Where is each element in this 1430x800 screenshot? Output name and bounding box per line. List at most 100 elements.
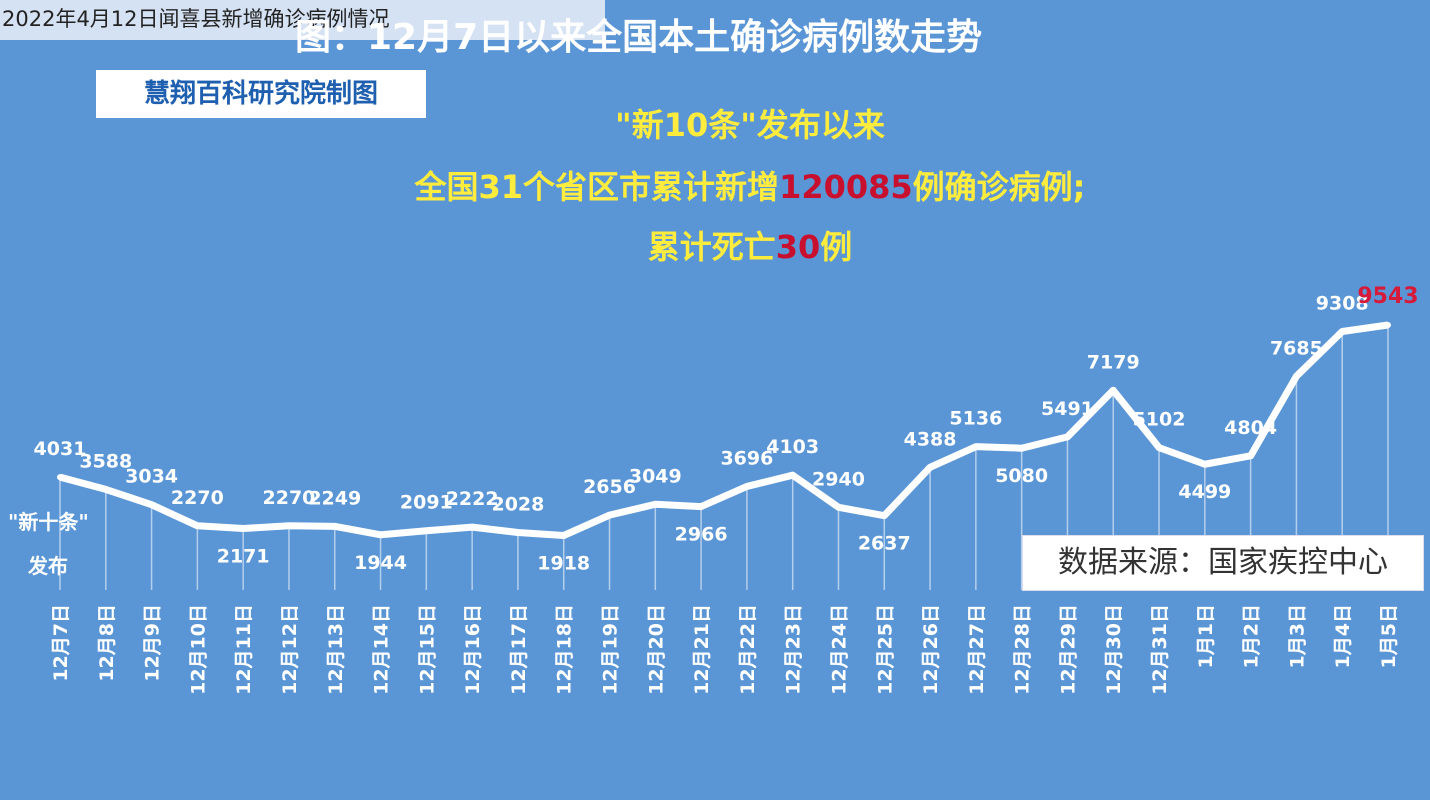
x-tick-label: 12月27日 [966, 604, 988, 695]
release-label-line1: "新十条" [8, 510, 89, 534]
x-tick-label: 12月28日 [1012, 604, 1034, 695]
x-tick-label: 12月19日 [600, 604, 622, 695]
data-point [1201, 461, 1208, 468]
data-point [972, 443, 979, 450]
headline-line2-prefix: 全国31个省区市累计新增 [414, 168, 780, 206]
value-label: 5491 [1041, 398, 1094, 420]
x-tick-label: 12月31日 [1149, 604, 1171, 695]
value-label: 2091 [400, 492, 453, 514]
x-tick-label: 12月16日 [462, 604, 484, 695]
value-label: 7179 [1087, 351, 1140, 373]
data-point [881, 512, 888, 519]
data-point [560, 532, 567, 539]
x-tick-label: 12月7日 [50, 604, 72, 682]
value-label: 2966 [675, 524, 728, 546]
value-label: 3696 [720, 447, 773, 469]
value-label: 2222 [446, 488, 499, 510]
data-point [102, 486, 109, 493]
value-label: 3588 [79, 450, 132, 472]
data-point [1339, 328, 1346, 335]
x-tick-label: 12月15日 [416, 604, 438, 695]
x-tick-label: 12月21日 [691, 604, 713, 695]
value-label: 2940 [812, 468, 865, 490]
data-point [789, 472, 796, 479]
data-point [835, 504, 842, 511]
x-tick-label: 1月1日 [1195, 604, 1217, 668]
value-label: 4388 [904, 428, 957, 450]
value-label: 4031 [34, 438, 87, 460]
data-point [1156, 444, 1163, 451]
data-point [514, 529, 521, 536]
data-point [1064, 433, 1071, 440]
data-point [652, 501, 659, 508]
value-label: 5080 [995, 465, 1048, 487]
value-label: 2270 [171, 487, 224, 509]
headline-line2-suffix: 例确诊病例; [912, 168, 1086, 206]
value-label: 2656 [583, 476, 636, 498]
x-tick-label: 12月13日 [325, 604, 347, 695]
x-tick-label: 1月2日 [1241, 604, 1263, 668]
overlay-title: 2022年4月12日闻喜县新增确诊病例情况 [0, 0, 605, 40]
brand-label: 慧翔百科研究院制图 [96, 70, 426, 118]
headline-line3-prefix: 累计死亡 [647, 228, 776, 266]
series-line [59, 321, 1389, 540]
data-point [743, 483, 750, 490]
data-point [698, 503, 705, 510]
x-tick-label: 12月24日 [828, 604, 850, 695]
data-source: 数据来源：国家疾控中心 [1022, 535, 1424, 591]
value-label: 4804 [1224, 417, 1277, 439]
headline-line3: 累计死亡30例 [300, 222, 1200, 268]
value-label: 3034 [125, 466, 178, 488]
value-label: 4103 [766, 436, 819, 458]
x-tick-label: 12月23日 [783, 604, 805, 695]
x-tick-label: 12月11日 [233, 604, 255, 695]
x-tick-label: 1月4日 [1332, 604, 1354, 668]
x-tick-label: 12月12日 [279, 604, 301, 695]
value-label: 4499 [1178, 481, 1231, 503]
data-point [194, 522, 201, 529]
x-tick-label: 12月30日 [1103, 604, 1125, 695]
value-label: 3049 [629, 465, 682, 487]
chart-title: 图：12月7日以来全国本土确诊病例数走势 [295, 17, 983, 58]
data-point [1110, 387, 1117, 394]
data-point [240, 525, 247, 532]
data-point [423, 527, 430, 534]
data-point [469, 524, 476, 531]
data-point [285, 522, 292, 529]
data-point [1385, 322, 1391, 328]
x-tick-label: 12月17日 [508, 604, 530, 695]
value-label: 2171 [217, 546, 270, 568]
value-label: 2028 [491, 493, 544, 515]
data-point [1247, 452, 1254, 459]
data-point [1018, 445, 1025, 452]
data-point [148, 501, 155, 508]
x-tick-label: 12月18日 [554, 604, 576, 695]
data-point [377, 531, 384, 538]
value-label: 9543 [1357, 284, 1418, 309]
value-label: 7685 [1270, 337, 1323, 359]
value-label: 2249 [308, 487, 361, 509]
x-tick-label: 1月3日 [1286, 604, 1308, 668]
value-label: 1918 [537, 553, 590, 575]
value-label: 1944 [354, 552, 407, 574]
x-tick-label: 12月29日 [1057, 604, 1079, 695]
value-label: 2637 [858, 533, 911, 555]
headline-line3-suffix: 例 [820, 228, 853, 266]
data-point [927, 464, 934, 471]
data-point [606, 512, 613, 519]
headline-line1: "新10条"发布以来 [615, 106, 885, 144]
x-tick-label: 1月5日 [1378, 604, 1400, 668]
x-tick-label: 12月26日 [920, 604, 942, 695]
data-point [1293, 373, 1300, 380]
data-point [331, 523, 338, 530]
x-tick-label: 12月9日 [142, 604, 164, 682]
x-tick-label: 12月20日 [645, 604, 667, 695]
x-tick-label: 12月14日 [371, 604, 393, 695]
release-label-line2: 发布 [28, 554, 68, 578]
headline-line2: 全国31个省区市累计新增120085例确诊病例; [300, 162, 1200, 208]
value-label: 5136 [949, 408, 1002, 430]
data-point [57, 474, 63, 481]
x-tick-label: 12月10日 [187, 604, 209, 695]
value-label: 5102 [1133, 409, 1186, 431]
